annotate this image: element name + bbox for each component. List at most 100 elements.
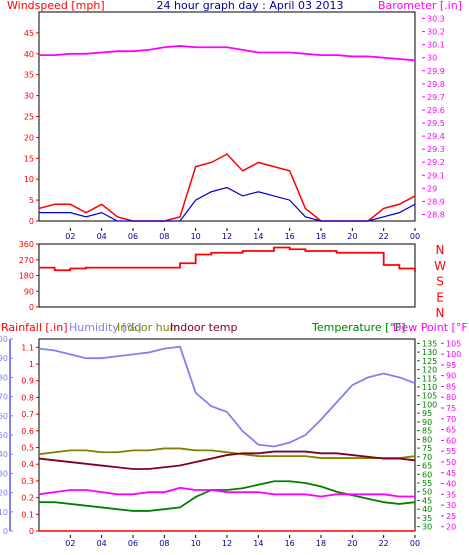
temperature-tick: 115 <box>422 374 437 383</box>
dew-point-tick: 90 <box>446 372 456 381</box>
dew-point-tick: 20 <box>446 523 456 532</box>
direction-tick: 270 <box>19 256 34 265</box>
temperature-tick: 80 <box>422 435 432 444</box>
panel1-plot <box>38 45 416 222</box>
dew-point-tick: 100 <box>446 350 461 359</box>
panel2-plot <box>39 246 416 272</box>
humidity-tick: 90 <box>0 354 8 363</box>
humidity-tick: 70 <box>0 393 8 402</box>
compass-label: S <box>436 275 444 289</box>
humidity-tick: 20 <box>0 489 8 498</box>
compass-label: E <box>436 290 444 304</box>
rainfall-tick: 0.7 <box>21 410 34 419</box>
humidity-tick: 0 <box>3 527 8 536</box>
windspeed-tick: 25 <box>24 113 34 122</box>
panel1-frame <box>38 11 416 222</box>
temperature-tick: 70 <box>422 453 432 462</box>
dew-point-tick: 45 <box>446 469 456 478</box>
temperature-tick: 65 <box>422 462 432 471</box>
rainfall-tick: 0.6 <box>21 427 34 436</box>
windspeed-tick: 10 <box>24 175 34 184</box>
windspeed-tick: 40 <box>24 50 34 59</box>
temperature-tick: 130 <box>422 348 437 357</box>
direction-tick: 360 <box>19 240 34 249</box>
panel2-frame <box>38 243 416 308</box>
x-tick-label: 00 <box>410 232 420 241</box>
windspeed-tick: 15 <box>24 154 34 163</box>
windspeed-ticks: 0 5 10 15 20 25 30 35 40 45 <box>24 29 39 226</box>
x-tick-label: 16 <box>285 232 295 241</box>
dew-point-tick: 85 <box>446 382 456 391</box>
barometer-tick: 29.5 <box>427 119 445 128</box>
dew-point-tick: 80 <box>446 393 456 402</box>
x-tick-label: 00 <box>410 539 420 548</box>
humidity-tick: 40 <box>0 450 8 459</box>
rainfall-tick: 0.4 <box>21 460 34 469</box>
dew-point-tick: 50 <box>446 458 456 467</box>
x-tick-label: 14 <box>253 232 263 241</box>
x-tick-label: 02 <box>65 539 75 548</box>
humidity-ticks: 0 10 20 30 40 50 60 70 80 90 100 <box>0 335 13 536</box>
dew-point-tick: 65 <box>446 426 456 435</box>
x-tick-label: 04 <box>97 232 107 241</box>
direction-tick: 0 <box>29 303 34 312</box>
barometer-tick: 29.1 <box>427 171 445 180</box>
temperature-tick: 50 <box>422 488 432 497</box>
humidity-axis-label: Humidity [%] <box>69 321 141 334</box>
barometer-tick: 29.8 <box>427 80 445 89</box>
temperature-series <box>39 480 416 512</box>
temperature-tick: 95 <box>422 409 432 418</box>
indoor-hum-label: Indoor hum <box>117 321 180 334</box>
direction-tick: 90 <box>24 287 34 296</box>
rainfall-tick: 0.9 <box>21 377 34 386</box>
x-tick-label: 10 <box>191 539 201 548</box>
temperature-tick: 120 <box>422 366 437 375</box>
humidity-tick: 100 <box>0 335 8 344</box>
barometer-tick: 30.2 <box>427 28 445 37</box>
x-tick-label: 20 <box>347 232 357 241</box>
wind-direction-series <box>39 246 416 272</box>
wind-average-series <box>39 186 416 222</box>
dew-point-tick: 30 <box>446 501 456 510</box>
temperature-ticks: 3035404550556065707580859095100105110115… <box>417 339 437 532</box>
dew-point-tick: 95 <box>446 361 456 370</box>
barometer-tick: 28.9 <box>427 197 445 206</box>
windspeed-axis-label: Windspeed [mph] <box>7 0 105 12</box>
dew-point-tick: 35 <box>446 490 456 499</box>
rainfall-tick: 0.1 <box>21 510 34 519</box>
panel3-x-ticks: 02 04 06 08 10 12 14 16 18 20 22 00 <box>65 535 420 548</box>
barometer-series <box>39 45 416 62</box>
temperature-tick: 40 <box>422 505 432 514</box>
temperature-tick: 45 <box>422 496 432 505</box>
humidity-tick: 50 <box>0 431 8 440</box>
x-tick-label: 04 <box>97 539 107 548</box>
dew-point-tick: 105 <box>446 339 461 348</box>
indoor-temp-label: Indoor temp <box>170 321 237 334</box>
x-tick-label: 18 <box>316 539 326 548</box>
x-tick-label: 12 <box>222 232 232 241</box>
barometer-tick: 29.3 <box>427 145 445 154</box>
x-tick-label: 02 <box>65 232 75 241</box>
chart-title: 24 hour graph day : April 03 2013 <box>157 0 344 12</box>
temperature-tick: 135 <box>422 339 437 348</box>
rainfall-tick: 0.8 <box>21 393 34 402</box>
rainfall-axis-label: Rainfall [.in] <box>1 321 68 334</box>
dew-point-tick: 55 <box>446 447 456 456</box>
windspeed-tick: 5 <box>29 196 34 205</box>
humidity-tick: 60 <box>0 412 8 421</box>
temperature-tick: 55 <box>422 479 432 488</box>
x-tick-label: 06 <box>128 232 138 241</box>
temperature-tick: 30 <box>422 523 432 532</box>
temperature-tick: 125 <box>422 357 437 366</box>
compass-label: W <box>434 259 446 273</box>
panel1-x-ticks: 02 04 06 08 10 12 14 16 18 20 22 00 <box>65 228 420 241</box>
x-tick-label: 08 <box>159 232 169 241</box>
windspeed-tick: 45 <box>24 29 34 38</box>
dew-point-tick: 40 <box>446 480 456 489</box>
humidity-tick: 80 <box>0 373 8 382</box>
compass-label: N <box>436 306 445 320</box>
barometer-ticks: 28.8 28.9 29 29.1 29.2 29.3 29.4 29.5 29.6 29.7 29… <box>422 15 445 219</box>
